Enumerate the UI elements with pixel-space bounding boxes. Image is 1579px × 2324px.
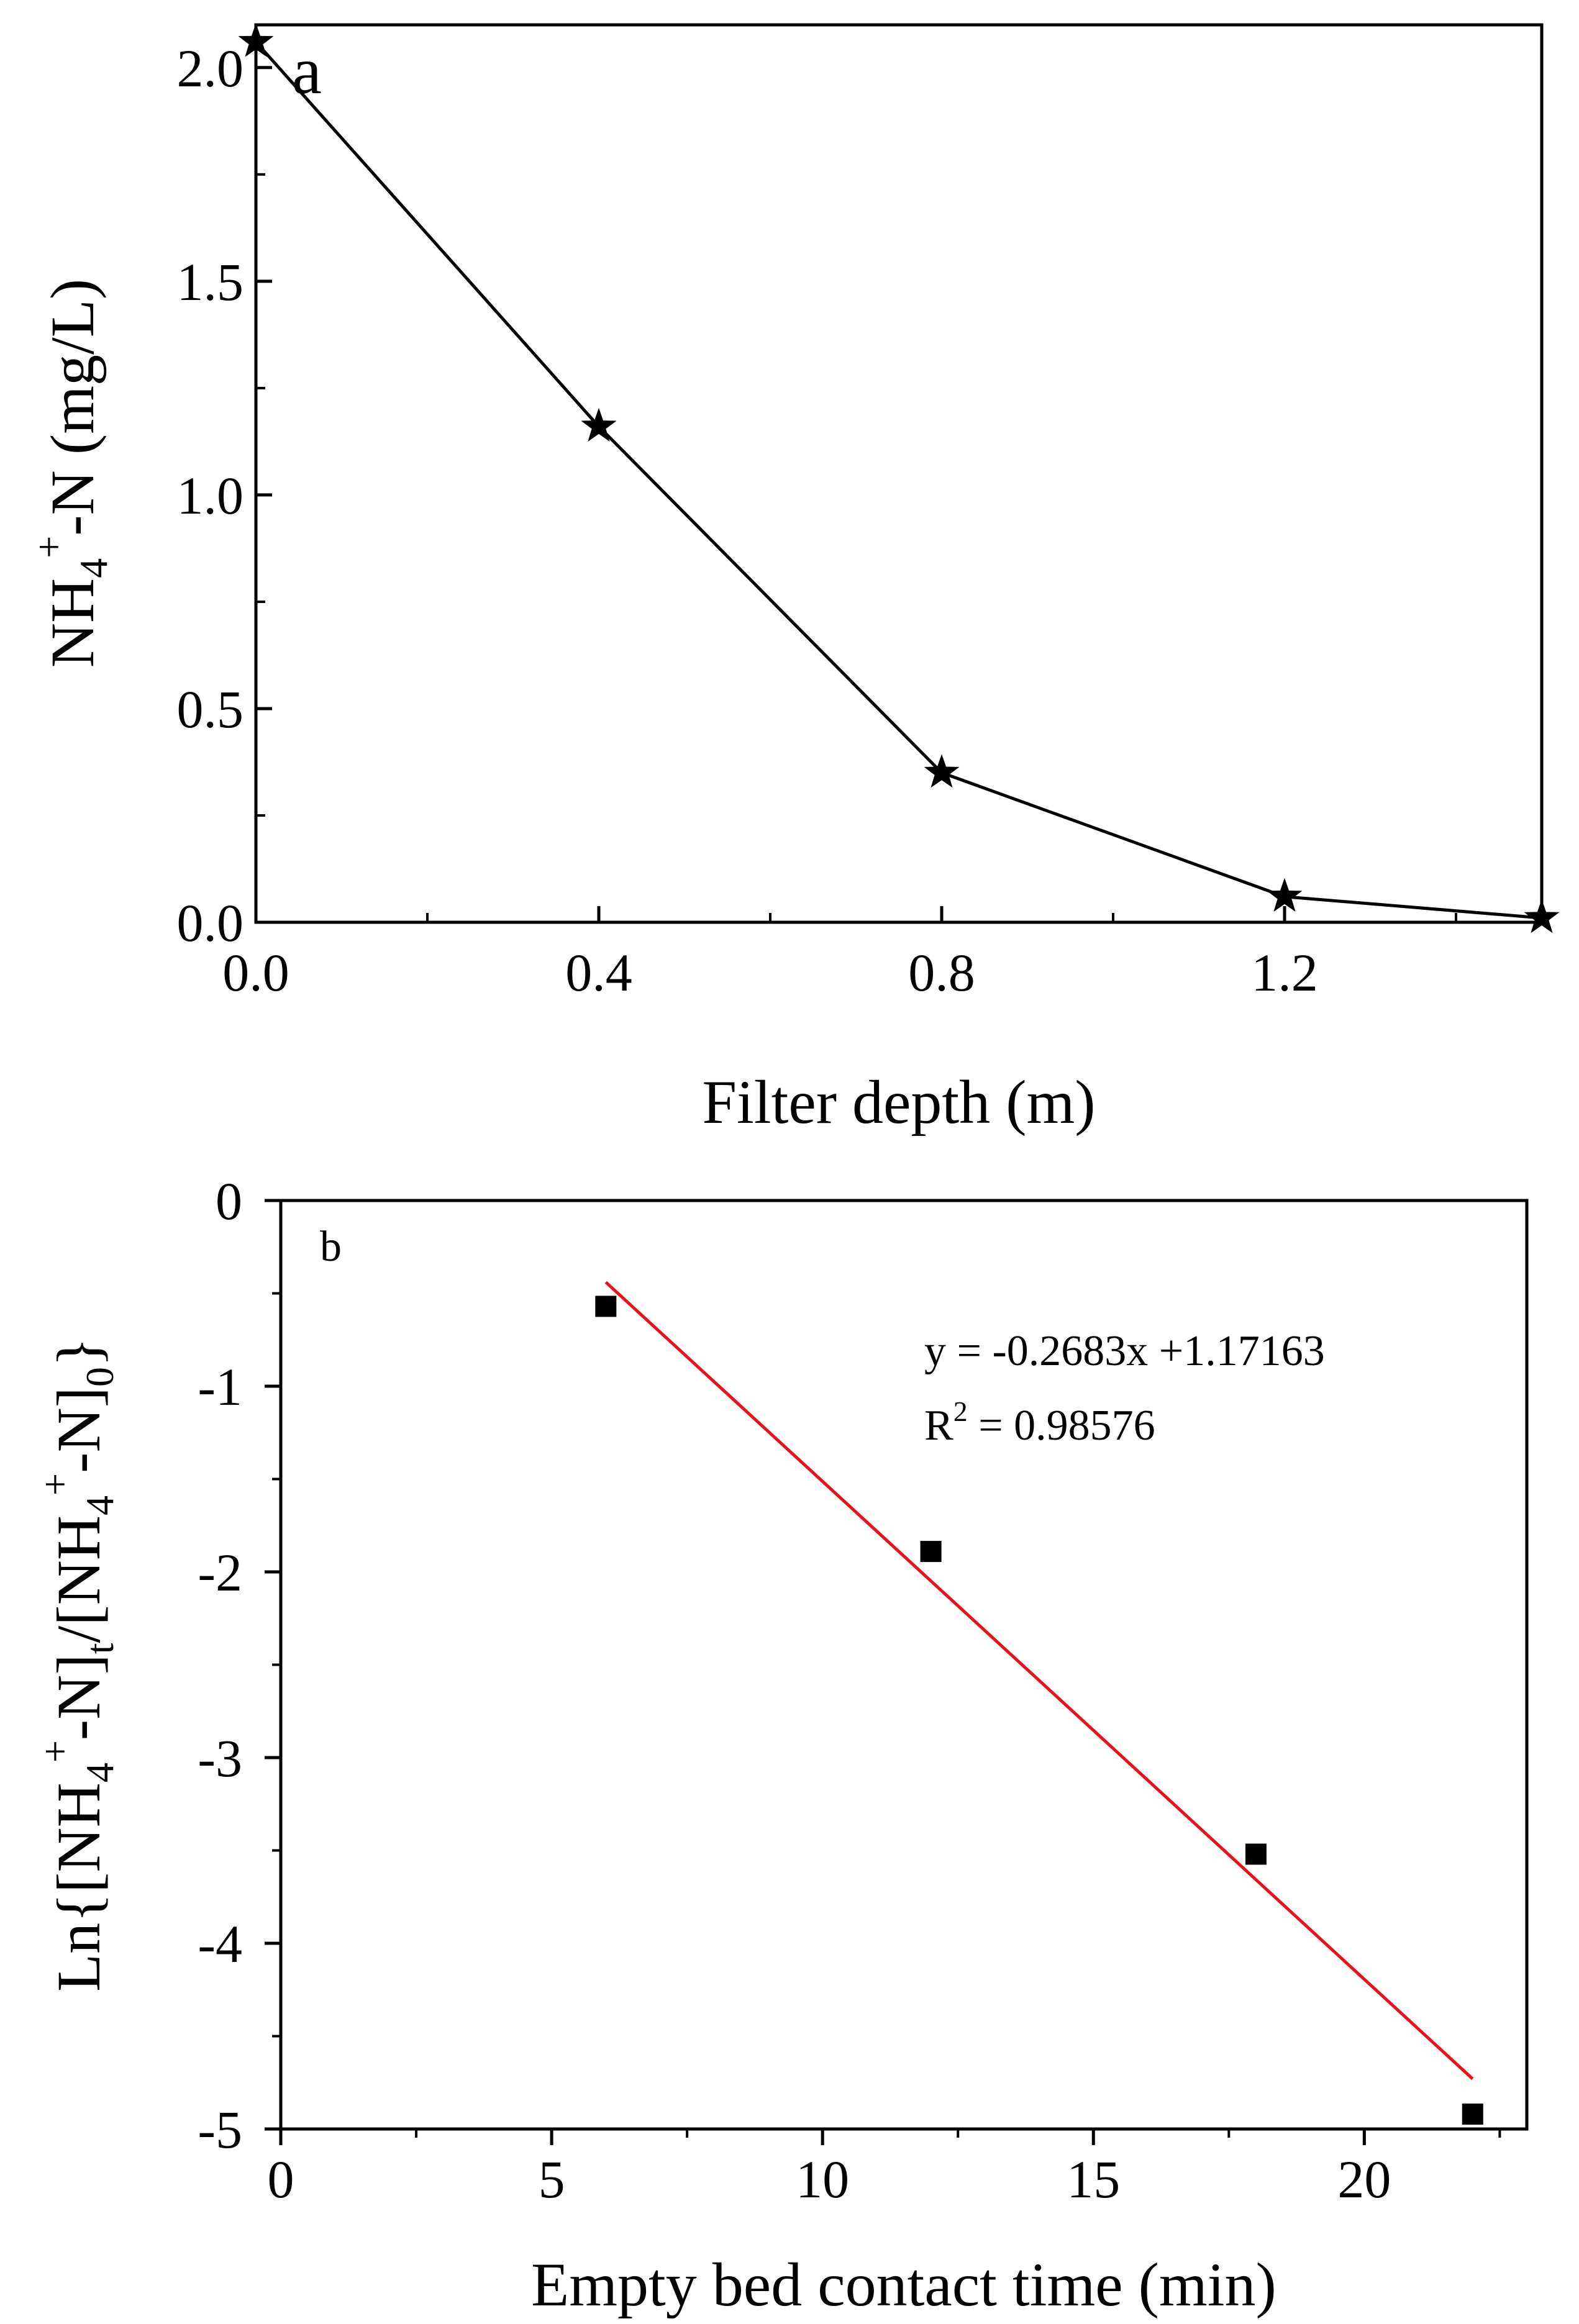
panel-a-tick-labels: 0.0 0.4 0.8 1.2 0.0 0.5 1.0 1.5 2.0 (177, 39, 1318, 1002)
y-tick-label: 0 (216, 1171, 242, 1231)
panel-a-ylabel-base: NH (38, 578, 107, 668)
panel-b-label: b (320, 1223, 342, 1271)
y-tick-label: -2 (198, 1543, 242, 1602)
y-tick-label: 0.0 (177, 893, 244, 953)
panel-a-x-axis-title: Filter depth (m) (702, 1068, 1095, 1137)
x-tick-label: 0.0 (222, 943, 289, 1002)
x-tick-label: 10 (796, 2149, 849, 2209)
fit-equation: y = -0.2683x +1.17163 (924, 1327, 1325, 1375)
ylabel-b-part3: /[NH (44, 1515, 113, 1643)
y-tick-label: -3 (198, 1728, 242, 1788)
panel-a-ticks (254, 66, 1457, 924)
panel-a-plot-frame (254, 23, 1544, 924)
y-tick-label: 2.0 (177, 39, 244, 98)
x-tick-label: 0.4 (565, 943, 632, 1002)
x-tick-label: 1.2 (1251, 943, 1318, 1002)
panel-a-markers (238, 23, 1560, 933)
star-marker (1267, 878, 1303, 912)
panel-a-label: a (292, 34, 322, 108)
square-marker (1462, 2104, 1483, 2125)
ylabel-b-part5: } (44, 1337, 113, 1367)
x-tick-label: 20 (1337, 2149, 1391, 2209)
panel-a-series-line (255, 40, 1542, 920)
star-marker (581, 407, 617, 442)
y-tick-label: 0.5 (177, 679, 244, 739)
r2-value: = 0.98576 (968, 1402, 1155, 1450)
ylabel-b-part4: -N] (44, 1387, 113, 1473)
panel-b-plot-frame (279, 1199, 1529, 2131)
panel-a-ylabel-sup: + (27, 536, 71, 558)
panel-a-y-axis-title: NH4+-N (mg/L) (27, 279, 116, 668)
panel-b-fit-line (604, 1281, 1474, 2081)
x-tick-label: 15 (1067, 2149, 1120, 2209)
panel-a: 0.0 0.4 0.8 1.2 0.0 0.5 1.0 1.5 2.0 a Filter dep… (27, 23, 1560, 1137)
panel-b: 0 5 10 15 200-1-2-3-4-5 b y = -0.2683x +1.17… (33, 1171, 1529, 2319)
ylabel-b-sup1: + (33, 1740, 77, 1763)
ylabel-b-part2: -N] (44, 1654, 113, 1740)
panel-b-tick-labels: 0 5 10 15 20 0 -1 -2 -3 -4 -5 (198, 1171, 1391, 2209)
ylabel-b-sub4: 0 (78, 1367, 122, 1387)
panel-a-ylabel-sub: 4 (71, 558, 116, 578)
y-tick-label: -1 (198, 1357, 242, 1417)
panel-b-y-axis-title: Ln{[NH4+-N]t/[NH4+-N]0} (33, 1337, 122, 1992)
x-tick-label: 0.8 (908, 943, 975, 1002)
y-tick-label: -4 (198, 1914, 242, 1974)
x-tick-label: 0 (268, 2149, 294, 2209)
r2-prefix: R (924, 1402, 953, 1450)
square-marker (920, 1541, 942, 1563)
ylabel-b-sub3: 4 (78, 1496, 122, 1515)
x-tick-label: 5 (539, 2149, 565, 2209)
ylabel-b-sub1: 4 (78, 1763, 122, 1782)
panel-b-x-axis-title: Empty bed contact time (min) (531, 2250, 1276, 2319)
ylabel-b-sub2: t (78, 1643, 122, 1654)
r2-superscript: 2 (953, 1396, 968, 1427)
star-marker (1524, 899, 1560, 933)
y-tick-label: 1.0 (177, 466, 244, 525)
y-tick-label: 1.5 (177, 252, 244, 312)
panel-b-markers (595, 1296, 1483, 2125)
ylabel-b-part1: Ln{[NH (44, 1782, 113, 1992)
panel-b-ticks (265, 1199, 1501, 2145)
ylabel-b-sup2: + (33, 1473, 77, 1496)
star-marker (238, 23, 274, 57)
star-marker (924, 754, 960, 788)
panel-a-ylabel-rest: -N (mg/L) (38, 279, 107, 536)
square-marker (595, 1296, 617, 1317)
fit-r-squared: R2 = 0.98576 (924, 1396, 1155, 1450)
y-tick-label: -5 (198, 2100, 242, 2159)
square-marker (1245, 1843, 1267, 1865)
